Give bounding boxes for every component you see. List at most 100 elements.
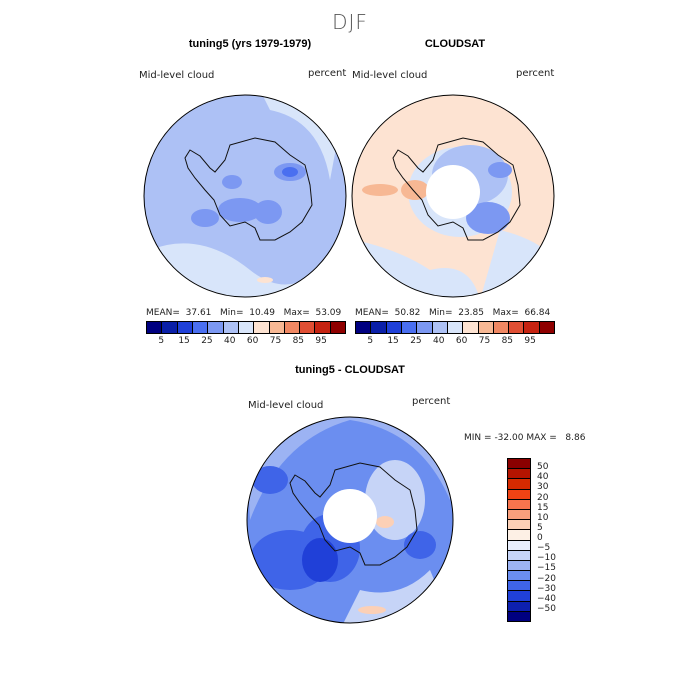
panel2-units-label: percent <box>516 68 555 79</box>
panel2-coastline <box>392 137 521 241</box>
colorbar-swatch <box>508 520 530 531</box>
panel1-units-label: percent <box>308 68 347 79</box>
colorbar-swatch <box>509 322 525 333</box>
colorbar-swatch <box>284 322 301 333</box>
colorbar-swatch <box>508 611 530 621</box>
colorbar-swatch <box>432 322 448 333</box>
colorbar-swatch <box>269 322 285 333</box>
colorbar-swatch <box>508 509 530 521</box>
colorbar-swatch <box>371 322 387 333</box>
colorbar-tick-label: 5 <box>158 336 165 346</box>
colorbar-swatch <box>524 322 540 333</box>
colorbar-tick-label: −10 <box>537 553 556 564</box>
panel2-missing-data-hole <box>426 165 480 219</box>
colorbar-swatch <box>508 591 530 602</box>
colorbar-tick-label: −20 <box>537 573 556 584</box>
panel2-colorbar <box>355 321 555 334</box>
panel3-coastline <box>289 462 418 566</box>
colorbar-swatch <box>238 322 255 333</box>
colorbar-tick-label: −5 <box>537 543 551 554</box>
colorbar-tick-label: 20 <box>537 492 549 503</box>
colorbar-tick-label: −40 <box>537 593 556 604</box>
colorbar-swatch <box>315 322 331 333</box>
colorbar-tick-label: 30 <box>537 482 549 493</box>
panel1-map-boundary <box>143 94 347 298</box>
colorbar-tick-label: 0 <box>537 533 543 543</box>
colorbar-tick-label: −15 <box>537 563 556 574</box>
colorbar-tick-label: 25 <box>201 336 213 346</box>
panel3-units-label: percent <box>412 396 451 407</box>
colorbar-swatch <box>508 560 530 572</box>
panel1-coastline <box>184 137 313 241</box>
colorbar-tick-label: −30 <box>537 583 556 594</box>
colorbar-swatch <box>508 459 530 470</box>
panel2-variable-label: Mid-level cloud <box>352 70 428 81</box>
colorbar-tick-label: 5 <box>537 522 543 533</box>
colorbar-swatch <box>508 469 530 480</box>
colorbar-swatch <box>300 322 316 333</box>
colorbar-tick-label: 50 <box>537 462 549 473</box>
colorbar-tick-label: 85 <box>292 336 305 346</box>
colorbar-swatch <box>162 322 178 333</box>
colorbar-swatch <box>508 601 530 612</box>
panel2-stats: MEAN= 50.82 Min= 23.85 Max= 66.84 <box>355 308 551 318</box>
panel3-missing-data-hole <box>323 489 377 543</box>
colorbar-swatch <box>508 581 530 592</box>
colorbar-swatch <box>401 322 418 333</box>
panel1-stats: MEAN= 37.61 Min= 10.49 Max= 53.09 <box>146 308 342 318</box>
colorbar-swatch <box>330 322 346 333</box>
colorbar-tick-label: 15 <box>387 336 399 346</box>
colorbar-swatch <box>539 322 555 333</box>
main-title: DJF <box>332 10 368 34</box>
colorbar-swatch <box>254 322 270 333</box>
panel1-variable-label: Mid-level cloud <box>139 70 215 81</box>
colorbar-swatch <box>508 499 530 510</box>
colorbar-tick-label: 60 <box>455 336 468 346</box>
panel3-title: tuning5 - CLOUDSAT <box>295 364 405 376</box>
colorbar-swatch <box>192 322 209 333</box>
colorbar-tick-label: 40 <box>224 336 236 346</box>
colorbar-tick-label: 15 <box>178 336 190 346</box>
panel2-title: CLOUDSAT <box>424 38 486 50</box>
colorbar-swatch <box>386 322 402 333</box>
colorbar-tick-label: −50 <box>537 603 556 614</box>
colorbar-swatch <box>478 322 494 333</box>
colorbar-tick-label: 15 <box>537 502 549 513</box>
colorbar-tick-label: 85 <box>501 336 514 346</box>
colorbar-swatch <box>508 550 530 561</box>
colorbar-swatch <box>223 322 239 333</box>
panel3-colorbar <box>507 458 531 622</box>
colorbar-swatch <box>463 322 479 333</box>
panel1-colorbar <box>146 321 346 334</box>
colorbar-swatch <box>177 322 193 333</box>
colorbar-tick-label: 95 <box>315 336 327 346</box>
colorbar-swatch <box>508 489 530 500</box>
colorbar-tick-label: 10 <box>537 512 549 523</box>
colorbar-swatch <box>356 322 372 333</box>
panel3-map-boundary <box>246 416 454 624</box>
colorbar-tick-label: 25 <box>410 336 422 346</box>
colorbar-tick-label: 40 <box>537 472 549 483</box>
colorbar-swatch <box>508 479 530 490</box>
colorbar-tick-label: 60 <box>246 336 259 346</box>
panel2-map-boundary <box>351 94 555 298</box>
colorbar-swatch <box>447 322 464 333</box>
panel1-title: tuning5 (yrs 1979-1979) <box>188 38 312 50</box>
colorbar-tick-label: 75 <box>269 336 282 346</box>
panel3-variable-label: Mid-level cloud <box>248 400 324 411</box>
colorbar-swatch <box>508 530 530 541</box>
panel3-stats: MIN = -32.00 MAX = 8.86 <box>464 433 586 443</box>
colorbar-swatch <box>508 571 530 582</box>
colorbar-swatch <box>493 322 510 333</box>
colorbar-swatch <box>508 540 530 551</box>
colorbar-swatch <box>208 322 224 333</box>
colorbar-swatch <box>147 322 163 333</box>
colorbar-tick-label: 40 <box>433 336 445 346</box>
colorbar-tick-label: 5 <box>367 336 374 346</box>
colorbar-tick-label: 95 <box>524 336 536 346</box>
colorbar-swatch <box>417 322 433 333</box>
colorbar-tick-label: 75 <box>478 336 491 346</box>
